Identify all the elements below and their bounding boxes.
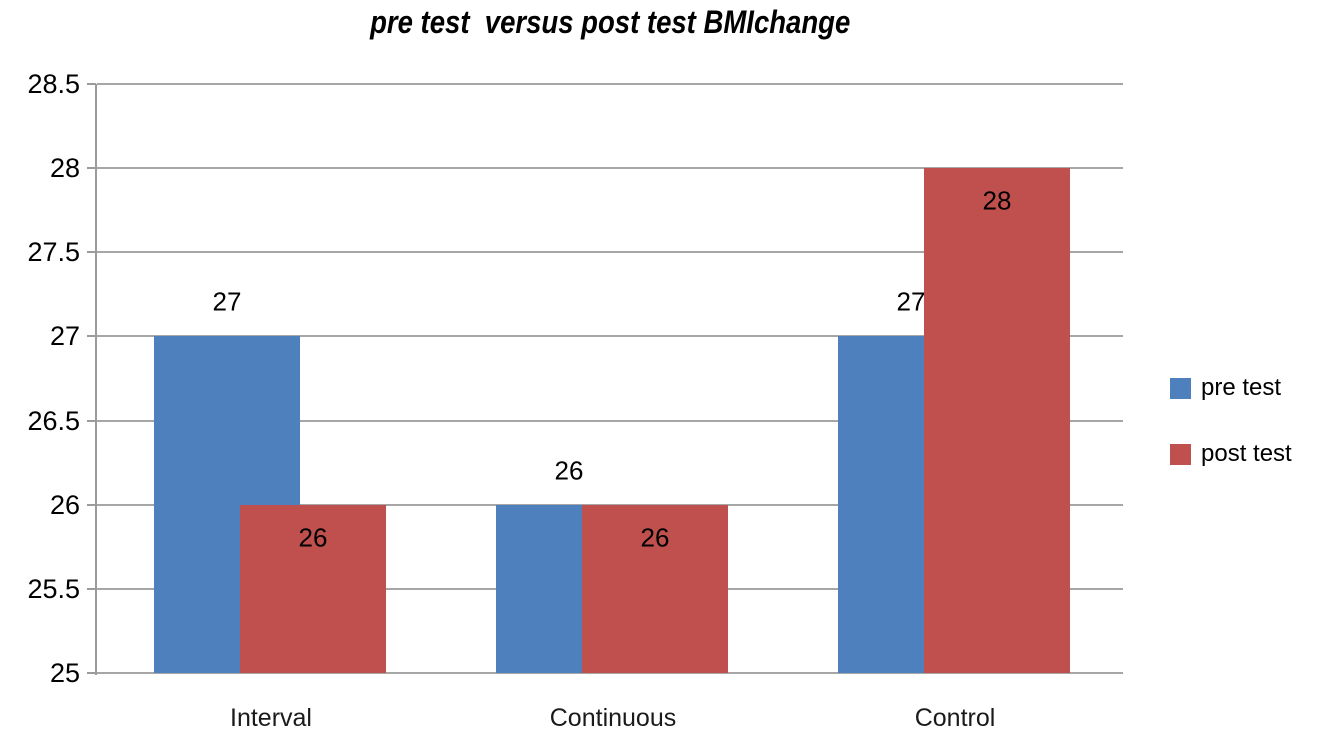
y-axis-tick-label-26.5: 26.5: [27, 406, 80, 436]
bar-data-label-post-test-control: 28: [982, 185, 1012, 216]
y-axis-tick-label-28.5: 28.5: [27, 69, 80, 99]
y-axis-tick-28: [87, 167, 96, 169]
bar-data-label-post-test-interval: 26: [298, 522, 328, 553]
gridline-25: [97, 672, 1123, 674]
y-axis-tick-28.5: [87, 83, 96, 85]
y-axis-tick-label-25: 25: [49, 658, 80, 688]
bar-data-label-pre-test-continuous: 26: [554, 455, 584, 486]
gridline-27: [97, 335, 1123, 337]
y-axis-line: [95, 84, 97, 675]
bar-data-label-post-test-continuous: 26: [640, 522, 670, 553]
y-axis-tick-label-25.5: 25.5: [27, 574, 80, 604]
gridline-28.5: [97, 83, 1123, 85]
legend-item-pre-test: pre test: [1170, 374, 1292, 402]
legend-item-post-test: post test: [1170, 440, 1292, 468]
x-axis-category-label-continuous: Continuous: [549, 704, 677, 732]
legend-label-post-test: post test: [1201, 440, 1292, 467]
x-axis-category-label-control: Control: [914, 704, 996, 732]
y-axis-tick-label-28: 28: [49, 153, 80, 183]
legend-label-pre-test: pre test: [1201, 374, 1282, 401]
plot-area: 27 26 26 26 27 28: [87, 83, 1123, 675]
y-axis-tick-label-27.5: 27.5: [27, 237, 80, 267]
y-axis-tick-label-26: 26: [49, 490, 80, 520]
x-axis-category-label-interval: Interval: [230, 704, 312, 732]
legend-swatch-pre-test: [1170, 377, 1191, 399]
chart-title: pre test versus post test BMIchange: [97, 0, 1123, 44]
legend: pre test post test: [1170, 374, 1292, 506]
bar-data-label-pre-test-control: 27: [896, 286, 926, 317]
bar-post-test-control: [924, 168, 1070, 673]
y-axis-tick-26: [87, 504, 96, 506]
y-axis-tick-27: [87, 335, 96, 337]
y-axis-tick-27.5: [87, 251, 96, 253]
bar-post-test-continuous: [582, 505, 728, 673]
bar-post-test-interval: [240, 505, 386, 673]
legend-swatch-post-test: [1170, 443, 1191, 465]
y-axis-tick-label-27: 27: [49, 321, 80, 351]
y-axis-tick-25.5: [87, 588, 96, 590]
bar-data-label-pre-test-interval: 27: [212, 286, 242, 317]
gridline-27.5: [97, 251, 1123, 253]
chart-title-text: pre test versus post test BMIchange: [369, 4, 851, 40]
gridline-28: [97, 167, 1123, 169]
y-axis-tick-25: [87, 672, 96, 674]
y-axis-tick-26.5: [87, 420, 96, 422]
gridline-26.5: [97, 420, 1123, 422]
